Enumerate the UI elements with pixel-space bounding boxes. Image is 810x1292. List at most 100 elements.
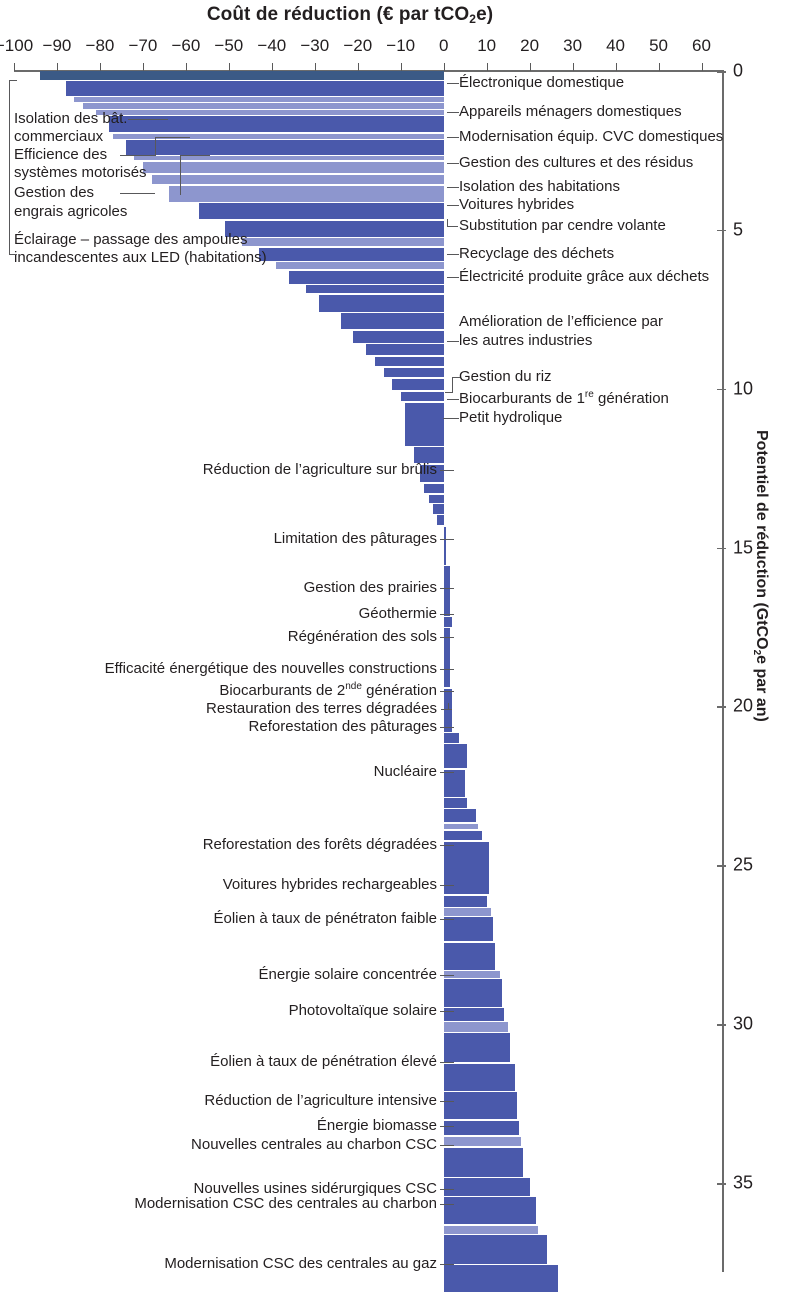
leader-line (440, 691, 454, 693)
annotation-label: Modernisation CSC des centrales au gaz (164, 1255, 437, 1272)
bar-segment (168, 185, 444, 202)
y-tick-mark (717, 388, 726, 391)
bar-segment (443, 1136, 522, 1147)
annotation-label: Éolien à taux de pénétration élevé (210, 1053, 437, 1070)
annotation-label: Gestion des cultures et des résidus (459, 154, 694, 171)
bar-segment (74, 97, 444, 102)
bar-segment (443, 628, 451, 688)
chart-title-tail: e) (476, 4, 494, 25)
bar-segment (443, 971, 500, 978)
y-tick-label: 20 (733, 695, 754, 716)
x-tick-mark (271, 63, 273, 71)
bar-segment (443, 1092, 517, 1120)
leader-line (440, 1145, 454, 1147)
annotation-label: Gestion des (14, 184, 95, 201)
bar-segment (319, 294, 444, 312)
bar-segment (443, 798, 468, 808)
leader-line (445, 392, 453, 394)
leader-line (9, 254, 17, 256)
annotation-label: Amélioration de l’efficience par (459, 313, 664, 330)
bar-segment (443, 1225, 539, 1234)
annotation-label: Gestion du riz (459, 368, 552, 385)
bar-segment (95, 110, 444, 116)
annotation-label: engrais agricoles (14, 203, 128, 220)
leader-line (120, 155, 155, 157)
bar-segment (241, 238, 444, 247)
annotation-label: Restauration des terres dégradées (206, 700, 437, 717)
leader-line (447, 83, 459, 85)
bar-segment (198, 203, 444, 220)
bar-segment (443, 1007, 504, 1021)
bar-segment (428, 494, 444, 503)
annotation-label: systèmes motorisés (14, 164, 147, 181)
bar-segment (443, 809, 476, 823)
leader-line (440, 885, 454, 887)
x-tick-label: 30 (563, 36, 583, 55)
annotation-label: Éclairage – passage des ampoules (14, 231, 248, 248)
leader-line (447, 205, 459, 207)
bar-segment (383, 367, 444, 378)
y-axis-line (722, 70, 724, 1272)
x-tick-label: −80 (85, 36, 115, 55)
bar-segment (443, 917, 494, 942)
annotation-label: Modernisation CSC des centrales au charb… (134, 1195, 437, 1212)
leader-line (452, 377, 460, 379)
bar-segment (108, 116, 444, 133)
x-tick-label: 60 (692, 36, 711, 55)
bar-segment (443, 526, 446, 565)
x-tick-mark (572, 63, 574, 71)
y-tick-mark (717, 229, 726, 232)
bar-segment (112, 133, 444, 139)
annotation-label: Nouvelles centrales au charbon CSC (191, 1136, 437, 1153)
annotation-label: Appareils ménagers domestiques (459, 103, 682, 120)
annotation-label: Efficience des (14, 146, 108, 163)
bar-segment (443, 1235, 547, 1264)
annotation-label: Isolation des bât. (14, 110, 128, 127)
leader-line (447, 137, 459, 139)
x-tick-label: 50 (649, 36, 668, 55)
annotation-label: Photovoltaïque solaire (288, 1002, 437, 1019)
bar-segment (413, 447, 444, 464)
bar-segment (437, 515, 444, 526)
bar-segment (443, 823, 479, 830)
x-tick-label: −10 (386, 36, 416, 55)
leader-line (447, 254, 459, 256)
annotation-label: Électronique domestique (459, 74, 625, 91)
x-tick-mark (486, 63, 488, 71)
bar-segment (443, 1196, 537, 1225)
bar-segment (82, 103, 444, 109)
y-tick-mark (717, 547, 726, 550)
x-axis-line (14, 70, 723, 72)
annotation-label: Réduction de l’agriculture sur brûlis (202, 461, 437, 478)
leader-line (440, 845, 454, 847)
x-tick-mark (615, 63, 617, 71)
leader-line (440, 1204, 454, 1206)
leader-line (447, 187, 459, 189)
leader-line (447, 219, 449, 227)
leader-line (447, 277, 459, 279)
annotation-label: les autres industries (459, 332, 593, 349)
leader-line (440, 539, 454, 541)
x-tick-mark (142, 63, 144, 71)
bar-segment (306, 285, 444, 294)
leader-line (440, 669, 454, 671)
x-tick-mark (658, 63, 660, 71)
x-tick-mark (14, 63, 15, 71)
leader-line (440, 588, 454, 590)
leader-line (440, 614, 454, 616)
leader-line (180, 155, 182, 195)
annotation-label: Biocarburants de 1re génération (459, 389, 669, 407)
leader-line (9, 80, 11, 255)
x-tick-mark (443, 63, 445, 71)
leader-line (440, 772, 454, 774)
bar-segment (392, 378, 444, 391)
annotation-label: Biocarburants de 2nde génération (219, 681, 437, 699)
bar-segment (420, 464, 444, 483)
chart-title: Coût de réduction (€ par tCO2e) (0, 4, 700, 26)
y-tick-mark (717, 1024, 726, 1026)
annotation-label: Efficacité énergétique des nouvelles con… (104, 660, 437, 677)
leader-line (9, 80, 17, 82)
leader-line (128, 119, 168, 121)
y-tick-label: 10 (733, 378, 754, 399)
